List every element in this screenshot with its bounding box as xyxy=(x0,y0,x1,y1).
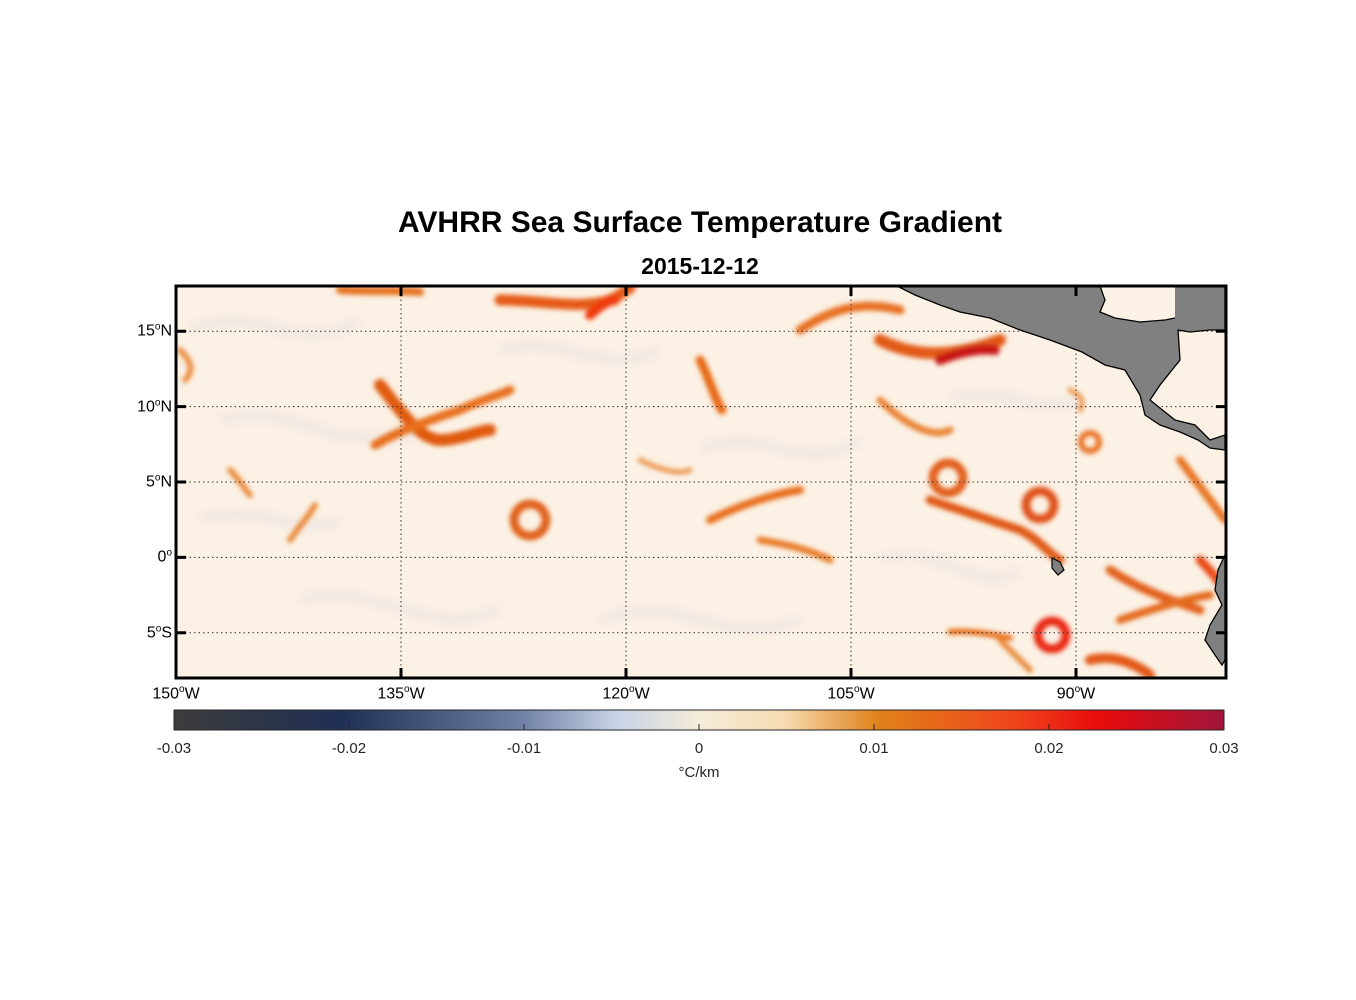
front-feature xyxy=(876,396,954,437)
colorbar-tick-label: -0.01 xyxy=(506,740,542,757)
degree-mark: o xyxy=(154,396,161,408)
texture-swirl xyxy=(198,509,343,531)
colorbar-tick-label: -0.03 xyxy=(156,740,192,757)
front-feature xyxy=(227,467,253,498)
colorbar-tick-label: -0.02 xyxy=(331,740,367,757)
tick-number: 90 xyxy=(1056,685,1075,703)
hemisphere-letter: W xyxy=(634,685,650,703)
lat-label: 15oN xyxy=(137,322,172,341)
front-feature xyxy=(706,486,804,524)
tick-number: 135 xyxy=(377,685,405,703)
degree-mark: o xyxy=(166,547,172,559)
texture-swirl xyxy=(188,315,363,340)
units-text: C/km xyxy=(684,764,720,781)
texture-swirl xyxy=(498,340,663,365)
texture-swirl xyxy=(948,389,1083,411)
front-feature xyxy=(1176,456,1226,524)
texture-swirl xyxy=(298,590,502,624)
degree-mark: o xyxy=(154,472,161,484)
lon-label: 105oW xyxy=(827,684,874,703)
front-feature xyxy=(695,355,727,415)
tick-number: 15 xyxy=(137,322,155,340)
front-feature xyxy=(370,385,515,450)
texture-swirl xyxy=(598,606,802,634)
degree-mark: o xyxy=(854,684,860,695)
front-feature xyxy=(1067,387,1085,413)
degree-mark: o xyxy=(155,623,162,635)
front-feature xyxy=(947,628,1013,641)
lat-label: 5oS xyxy=(147,623,172,642)
hemisphere-letter: S xyxy=(161,624,172,642)
texture-swirl xyxy=(878,550,1023,584)
front-feature xyxy=(795,301,905,335)
colorbar-ticks xyxy=(173,724,1225,730)
tick-number: 120 xyxy=(602,685,630,703)
eddy-ring xyxy=(1078,430,1102,454)
front-feature xyxy=(637,457,693,475)
eddy-ring xyxy=(509,499,551,541)
tick-number: 105 xyxy=(827,685,855,703)
degree-mark: o xyxy=(629,684,635,695)
lon-label: 90oW xyxy=(1057,684,1095,703)
units-degree: ° xyxy=(678,764,685,781)
degree-mark: o xyxy=(154,321,161,333)
front-feature xyxy=(925,495,1065,565)
tick-number: 5 xyxy=(145,473,155,491)
front-feature xyxy=(1116,591,1214,624)
front-feature xyxy=(287,502,318,543)
hemisphere-letter: W xyxy=(859,685,875,703)
colorbar-tick-label: 0 xyxy=(694,740,704,757)
hemisphere-letter: N xyxy=(160,322,172,340)
colorbar-units: °C/km xyxy=(679,764,720,781)
texture-swirl xyxy=(697,435,863,460)
tick-number: 5 xyxy=(146,624,156,642)
land xyxy=(896,285,1226,667)
colorbar-tick-label: 0.01 xyxy=(859,740,889,757)
eddy-ring xyxy=(928,458,968,498)
front-feature xyxy=(1085,653,1155,678)
front-feature xyxy=(935,344,1000,365)
tick-number: 10 xyxy=(137,398,155,416)
eddy-ring xyxy=(1021,486,1059,524)
central-america-landmass xyxy=(896,285,1226,451)
map-title: AVHRR Sea Surface Temperature Gradient xyxy=(397,206,1003,239)
degree-mark: o xyxy=(404,684,410,695)
hemisphere-letter: N xyxy=(160,473,172,491)
colorbar-tick-label: 0.03 xyxy=(1209,740,1239,757)
galapagos-island xyxy=(1051,557,1065,576)
colorbar-tick-label: 0.02 xyxy=(1034,740,1064,757)
front-feature xyxy=(177,347,194,383)
lat-label: 10oN xyxy=(137,397,172,416)
south-america-landmass xyxy=(1204,554,1226,667)
front-feature xyxy=(1105,565,1205,615)
gulf-water xyxy=(1100,286,1175,322)
eddy-ring xyxy=(1033,616,1071,654)
lon-label: 120oW xyxy=(602,684,649,703)
lon-label: 135oW xyxy=(377,684,424,703)
tick-number: 150 xyxy=(152,685,180,703)
hemisphere-letter: W xyxy=(409,685,425,703)
map-subtitle: 2015-12-12 xyxy=(641,253,759,279)
lat-label: 0o xyxy=(158,548,172,567)
front-feature xyxy=(997,637,1033,673)
gulf-coastline xyxy=(1099,285,1176,323)
lat-label: 5oN xyxy=(146,472,172,491)
degree-mark: o xyxy=(179,684,185,695)
ocean-background xyxy=(176,286,1226,678)
tick-number: 0 xyxy=(157,549,167,567)
hemisphere-letter: W xyxy=(1080,685,1096,703)
front-feature xyxy=(374,379,496,447)
front-feature xyxy=(585,295,620,320)
hemisphere-letter: N xyxy=(160,398,172,416)
lon-label: 150oW xyxy=(152,684,199,703)
front-feature xyxy=(336,286,424,296)
degree-mark: o xyxy=(1074,684,1081,695)
hemisphere-letter: W xyxy=(184,685,200,703)
gradient-field xyxy=(177,286,1226,678)
map-ticks xyxy=(174,286,1226,678)
